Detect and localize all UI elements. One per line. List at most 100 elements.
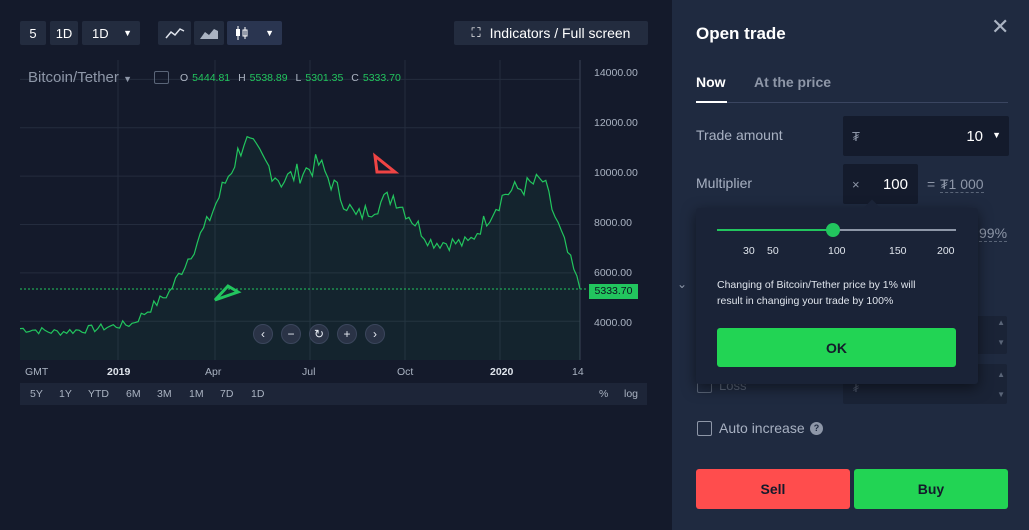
multiplier-label: Multiplier	[696, 175, 753, 191]
ok-button[interactable]: OK	[717, 328, 956, 367]
range-ytd[interactable]: YTD	[88, 388, 109, 400]
x-tick-label: Apr	[205, 366, 222, 378]
y-tick-label: 4000.00	[594, 317, 632, 329]
y-tick-label: 10000.00	[594, 167, 638, 179]
y-tick-label: 8000.00	[594, 217, 632, 229]
slider-tick-150[interactable]: 150	[889, 245, 907, 257]
auto-increase-label: Auto increase	[719, 420, 805, 436]
current-price-tag: 5333.70	[589, 284, 638, 299]
l-label: L	[295, 72, 302, 84]
tab-underline	[696, 102, 1008, 103]
range-1d[interactable]: 1D	[251, 388, 265, 400]
multiplier-result: ₮1 000	[940, 176, 984, 193]
area-chart-button[interactable]	[194, 21, 224, 45]
buy-marker	[213, 284, 242, 302]
multiplier-slider-handle[interactable]	[826, 223, 840, 237]
currency-icon: ₮	[852, 129, 860, 144]
partial-value: 99%	[979, 225, 1008, 242]
candles-chart-select[interactable]: ▼	[227, 21, 282, 45]
interval-unit-button[interactable]: 1D	[50, 21, 78, 45]
reset-button[interactable]: ↻	[309, 324, 329, 344]
sell-button[interactable]: Sell	[696, 469, 850, 509]
trade-amount-label: Trade amount	[696, 127, 783, 143]
x-tick-label: GMT	[25, 366, 49, 378]
scroll-right-button[interactable]: ›	[365, 324, 385, 344]
x-tick-label: Oct	[397, 366, 414, 378]
o-label: O	[180, 72, 189, 84]
range-1y[interactable]: 1Y	[59, 388, 72, 400]
range-6m[interactable]: 6M	[126, 388, 141, 400]
slider-tick-200[interactable]: 200	[937, 245, 955, 257]
sell-marker	[373, 152, 400, 174]
scroll-left-button[interactable]: ‹	[253, 324, 273, 344]
tab-now[interactable]: Now	[696, 74, 726, 90]
multiplier-field[interactable]: × 100	[843, 164, 918, 204]
indicators-label: Indicators / Full screen	[489, 25, 631, 41]
buy-button[interactable]: Buy	[854, 469, 1008, 509]
currency-icon: ₮	[852, 380, 860, 395]
range-3m[interactable]: 3M	[157, 388, 172, 400]
auto-increase-checkbox[interactable]	[697, 421, 712, 436]
eye-icon[interactable]	[154, 71, 169, 84]
area-chart-icon	[200, 29, 218, 39]
multiplier-value: 100	[882, 176, 908, 193]
range-7d[interactable]: 7D	[220, 388, 234, 400]
price-chart[interactable]	[20, 60, 647, 380]
fullscreen-icon: ⛶	[471, 25, 481, 40]
high-value: 5538.89	[249, 72, 288, 84]
chevron-down-icon: ▼	[123, 28, 132, 38]
y-tick-label: 14000.00	[594, 67, 638, 79]
interval-value-button[interactable]: 5	[20, 21, 46, 45]
stepper-down-icon[interactable]: ▼	[997, 390, 1005, 399]
range-1m[interactable]: 1M	[189, 388, 204, 400]
tab-active-indicator	[696, 101, 727, 103]
indicators-fullscreen-button[interactable]: ⛶ Indicators / Full screen	[454, 21, 648, 45]
multiply-icon: ×	[852, 177, 860, 192]
stepper-up-icon[interactable]: ▲	[997, 318, 1005, 327]
pair-name[interactable]: Bitcoin/Tether ▼	[28, 69, 132, 86]
c-label: C	[351, 72, 359, 84]
close-value: 5333.70	[362, 72, 401, 84]
slider-tick-100[interactable]: 100	[828, 245, 846, 257]
range-bar: 5Y 1Y YTD 6M 3M 1M 7D 1D % log	[20, 383, 647, 405]
x-tick-label: 2020	[490, 366, 514, 378]
low-value: 5301.35	[305, 72, 344, 84]
ohlc-values: O 5444.81 H 5538.89 L 5301.35 C 5333.70	[180, 72, 406, 84]
chevron-down-icon: ▼	[992, 130, 1001, 140]
pair-label: Bitcoin/Tether	[28, 69, 119, 86]
price-area	[20, 136, 580, 360]
x-tick-label: 14	[572, 366, 584, 378]
panel-title: Open trade	[696, 24, 786, 43]
line-chart-icon	[164, 28, 184, 39]
multiplier-slider-fill	[717, 229, 834, 231]
scale-log[interactable]: log	[624, 388, 639, 400]
x-tick-label: 2019	[107, 366, 131, 378]
zoom-in-button[interactable]: +	[337, 324, 357, 344]
chevron-down-icon: ▼	[265, 28, 274, 38]
zoom-out-button[interactable]: −	[281, 324, 301, 344]
multiplier-popup: 30 50 100 150 200 Changing of Bitcoin/Te…	[696, 199, 978, 384]
open-value: 5444.81	[192, 72, 231, 84]
line-chart-button[interactable]	[158, 21, 191, 45]
caret-down-icon: ▼	[123, 74, 132, 84]
y-tick-label: 6000.00	[594, 267, 632, 279]
h-label: H	[238, 72, 246, 84]
equals-sign: =	[927, 176, 936, 192]
stepper-down-icon[interactable]: ▼	[997, 338, 1005, 347]
slider-tick-30[interactable]: 30	[743, 245, 755, 257]
stepper-up-icon[interactable]: ▲	[997, 370, 1005, 379]
chevron-down-icon[interactable]: ⌄	[677, 277, 688, 291]
period-value: 1D	[92, 25, 109, 41]
tab-at-price[interactable]: At the price	[754, 74, 832, 90]
y-tick-label: 12000.00	[594, 117, 638, 129]
scale-percent[interactable]: %	[599, 388, 609, 400]
close-icon[interactable]: ✕	[991, 14, 1010, 39]
x-tick-label: Jul	[302, 366, 316, 378]
help-icon[interactable]: ?	[810, 422, 823, 435]
trade-amount-field[interactable]: ₮ 10 ▼	[843, 116, 1009, 156]
price-line	[20, 135, 581, 337]
range-5y[interactable]: 5Y	[30, 388, 43, 400]
period-select[interactable]: 1D ▼	[82, 21, 140, 45]
slider-tick-50[interactable]: 50	[767, 245, 779, 257]
price-chart-svg	[20, 60, 588, 360]
